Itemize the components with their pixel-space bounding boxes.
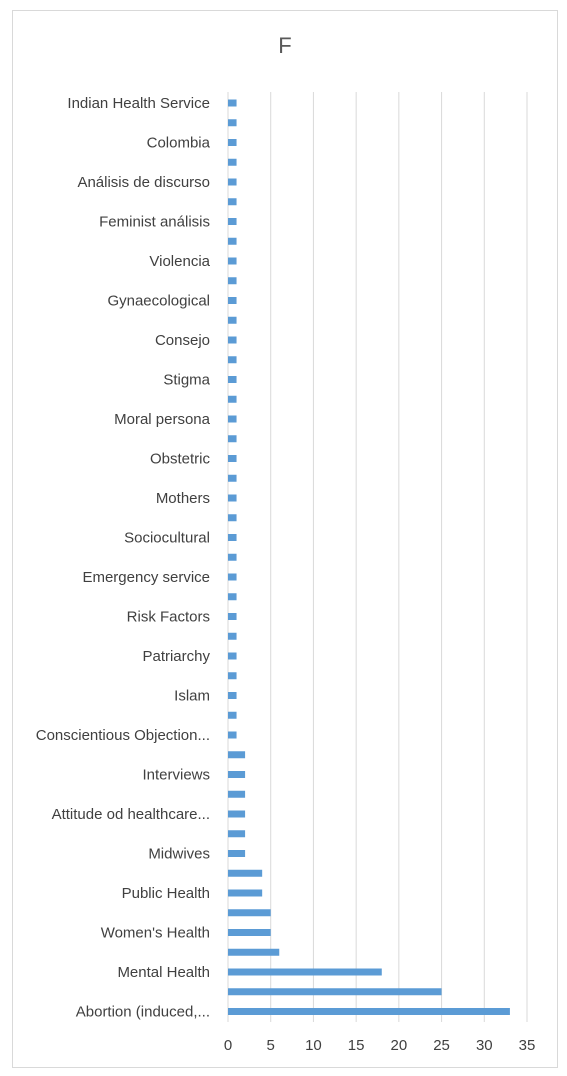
bar — [228, 534, 237, 541]
category-label: Public Health — [122, 885, 210, 902]
category-label: Consejo — [155, 332, 210, 349]
bar — [228, 830, 246, 838]
category-label: Obstetric — [150, 451, 211, 468]
bar — [228, 771, 246, 778]
bar — [228, 297, 237, 304]
bar — [228, 474, 237, 482]
x-tick-label: 0 — [224, 1037, 232, 1054]
category-label: Violencia — [149, 253, 210, 270]
chart-title: F — [278, 33, 291, 58]
category-label: Islam — [174, 688, 210, 705]
x-tick-label: 20 — [391, 1037, 408, 1054]
category-label: Feminist análisis — [99, 214, 210, 231]
category-label: Moral persona — [114, 411, 211, 428]
category-label: Interviews — [142, 767, 210, 784]
bar — [228, 139, 237, 146]
category-label: Análisis de discurso — [77, 174, 210, 191]
bar — [228, 751, 246, 759]
bar — [228, 316, 237, 324]
bar — [228, 237, 237, 245]
category-label: Emergency service — [82, 569, 210, 586]
bar — [228, 553, 237, 561]
category-labels: Abortion (induced,... Mental Health Women'… — [36, 95, 211, 1021]
category-label: Conscientious Objection... — [36, 727, 210, 744]
category-label: Abortion (induced,... — [76, 1004, 210, 1021]
category-label: Women's Health — [101, 925, 210, 942]
category-label: Attitude od healthcare... — [52, 806, 210, 823]
bar — [228, 573, 237, 581]
x-tick-label: 15 — [348, 1037, 365, 1054]
bar — [228, 356, 237, 364]
x-tick-label: 35 — [519, 1037, 536, 1054]
category-label: Indian Health Service — [67, 95, 210, 112]
bar — [228, 692, 237, 699]
x-tick-label: 30 — [476, 1037, 493, 1054]
category-label: Risk Factors — [127, 609, 210, 626]
bar — [228, 376, 237, 383]
bar — [228, 889, 263, 897]
bar — [228, 869, 263, 877]
bar — [228, 415, 237, 423]
bar — [228, 455, 237, 462]
bar — [228, 929, 271, 936]
bar — [228, 336, 237, 344]
bar — [228, 99, 237, 107]
category-label: Sociocultural — [124, 530, 210, 547]
x-tick-label: 25 — [433, 1037, 450, 1054]
bar — [228, 277, 237, 285]
x-axis-tick-labels: 0 5 10 15 20 25 30 35 — [224, 1037, 536, 1054]
category-label: Stigma — [163, 372, 210, 389]
bar — [228, 218, 237, 225]
bar — [228, 158, 237, 166]
bar — [228, 968, 382, 976]
bar — [228, 198, 237, 206]
category-label: Patriarchy — [142, 648, 210, 665]
bar — [228, 593, 237, 601]
bar — [228, 119, 237, 127]
bars — [228, 99, 510, 1015]
bar — [228, 613, 237, 620]
bar — [228, 790, 246, 798]
gridlines — [227, 92, 528, 1022]
bar — [228, 948, 280, 956]
bar — [228, 494, 237, 502]
category-label: Mothers — [156, 490, 210, 507]
bar — [228, 632, 237, 640]
bar — [228, 395, 237, 403]
bar — [228, 435, 237, 443]
x-tick-label: 10 — [305, 1037, 322, 1054]
bar — [228, 850, 246, 857]
bar — [228, 810, 246, 818]
bar — [228, 1008, 510, 1015]
chart-area — [12, 10, 558, 1068]
bar — [228, 711, 237, 719]
category-label: Colombia — [147, 135, 211, 152]
bar — [228, 257, 237, 265]
category-label: Mental Health — [117, 964, 210, 981]
bar — [228, 514, 237, 522]
x-tick-label: 5 — [267, 1037, 275, 1054]
bar — [228, 731, 237, 739]
bar — [228, 652, 237, 660]
category-label: Gynaecological — [107, 293, 210, 310]
bar — [228, 988, 442, 996]
bar — [228, 178, 237, 186]
bar — [228, 909, 271, 917]
category-label: Midwives — [148, 846, 210, 863]
bar — [228, 672, 237, 680]
